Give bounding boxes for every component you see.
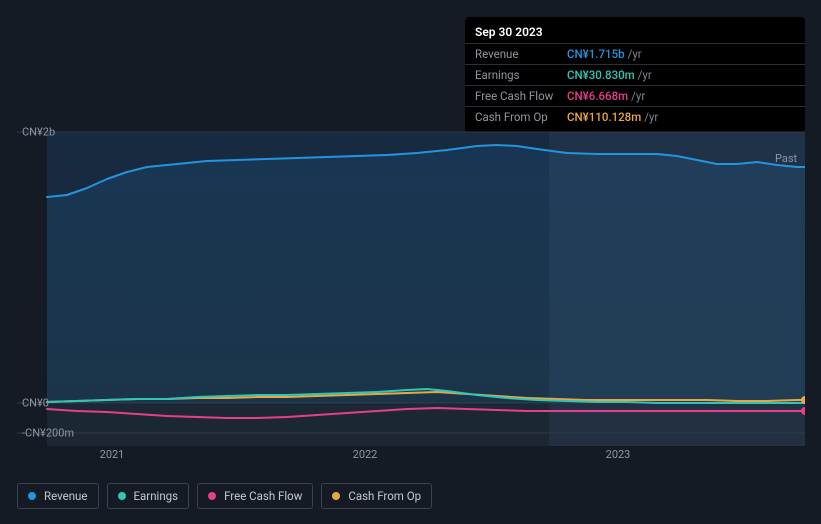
chart-legend: Revenue Earnings Free Cash Flow Cash From O… <box>17 483 432 509</box>
chart-tooltip: Sep 30 2023 RevenueCN¥1.715b/yrEarningsC… <box>465 17 805 133</box>
tooltip-row: RevenueCN¥1.715b/yr <box>465 43 805 64</box>
tooltip-metric-value: CN¥30.830m <box>567 68 635 82</box>
legend-item-revenue[interactable]: Revenue <box>17 483 99 509</box>
x-axis-label: 2023 <box>606 448 631 461</box>
tooltip-row: EarningsCN¥30.830m/yr <box>465 64 805 85</box>
x-axis-label: 2022 <box>353 448 378 461</box>
legend-label: Earnings <box>134 489 179 503</box>
tooltip-metric-label: Earnings <box>475 68 567 82</box>
tooltip-metric-label: Free Cash Flow <box>475 89 567 103</box>
y-axis-label: CN¥2b <box>22 126 55 139</box>
x-axis-label: 2021 <box>100 448 125 461</box>
y-axis-label: -CN¥200m <box>22 427 74 440</box>
y-axis-label: CN¥0 <box>22 397 49 410</box>
tooltip-row: Free Cash FlowCN¥6.668m/yr <box>465 85 805 106</box>
tooltip-metric-unit: /yr <box>628 47 642 61</box>
financials-chart[interactable]: CN¥2bCN¥0-CN¥200m 202120222023 Past <box>17 122 805 447</box>
chart-canvas <box>17 122 805 447</box>
legend-item-cash-from-op[interactable]: Cash From Op <box>321 483 432 509</box>
legend-dot-icon <box>332 492 340 500</box>
legend-label: Revenue <box>44 489 88 503</box>
legend-dot-icon <box>208 492 216 500</box>
legend-label: Cash From Op <box>348 489 421 503</box>
legend-label: Free Cash Flow <box>224 489 302 503</box>
past-label: Past <box>775 152 797 165</box>
tooltip-metric-label: Revenue <box>475 47 567 61</box>
legend-item-earnings[interactable]: Earnings <box>107 483 190 509</box>
legend-dot-icon <box>28 492 36 500</box>
legend-item-free-cash-flow[interactable]: Free Cash Flow <box>197 483 313 509</box>
tooltip-metric-unit: /yr <box>631 89 645 103</box>
tooltip-metric-value: CN¥6.668m <box>567 89 628 103</box>
legend-dot-icon <box>118 492 126 500</box>
tooltip-metric-unit: /yr <box>638 68 652 82</box>
tooltip-metric-value: CN¥1.715b <box>567 47 625 61</box>
tooltip-date: Sep 30 2023 <box>465 23 805 43</box>
